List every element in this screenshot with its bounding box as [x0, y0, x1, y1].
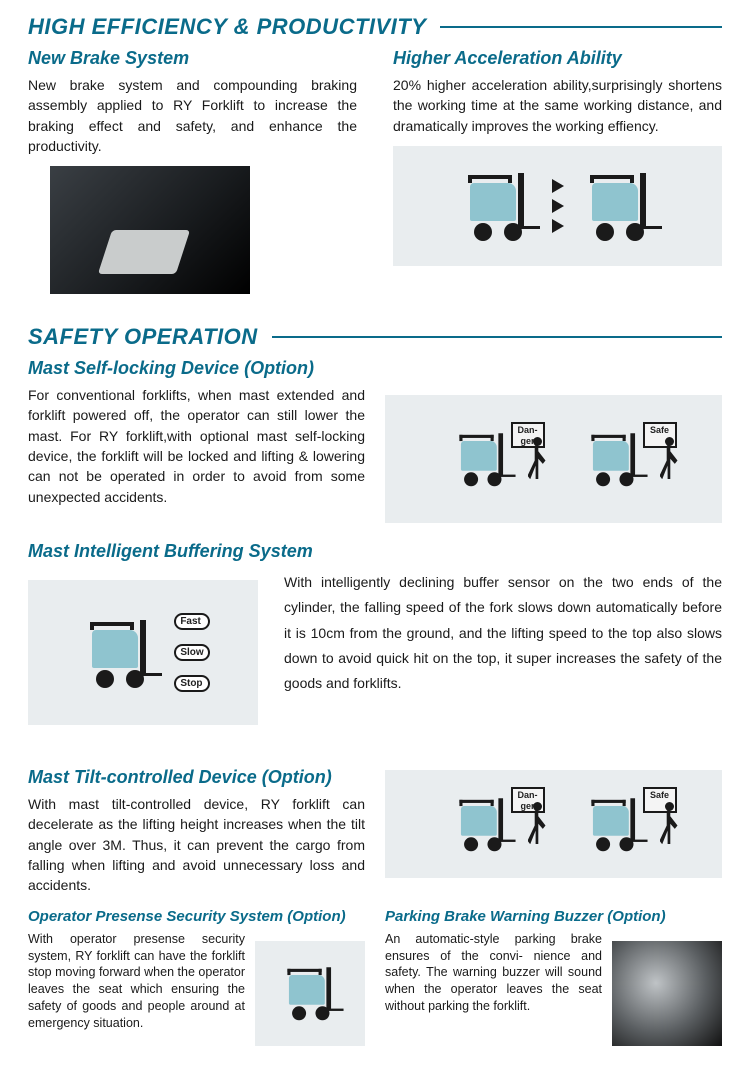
stop-tag: Stop: [174, 675, 209, 692]
presence-illustration: [255, 941, 365, 1046]
brake-photo: [50, 166, 250, 294]
fast-tag: Fast: [174, 613, 209, 630]
section-header-safety: SAFETY OPERATION: [28, 324, 722, 350]
subheading-buffer: Mast Intelligent Buffering System: [28, 541, 722, 562]
block-presence: Operator Presense Security System (Optio…: [28, 908, 365, 1046]
body-mast-lock: For conventional forklifts, when mast ex…: [28, 385, 365, 523]
subheading-accel: Higher Acceleration Ability: [393, 48, 722, 69]
buzzer-photo: [612, 941, 722, 1046]
section-title: HIGH EFFICIENCY & PRODUCTIVITY: [28, 14, 426, 40]
subheading-presence: Operator Presense Security System (Optio…: [28, 908, 365, 925]
subheading-mast-lock: Mast Self-locking Device (Option): [28, 358, 722, 379]
body-tilt: With mast tilt-controlled device, RY for…: [28, 794, 365, 895]
body-buzzer: An automatic-style parking brake ensures…: [385, 931, 602, 1015]
block-tilt: Mast Tilt-controlled Device (Option) Wit…: [28, 767, 722, 895]
tilt-illustration: Dan- ger Safe: [385, 770, 722, 878]
buffer-illustration: Fast Slow Stop: [28, 580, 258, 725]
body-brake: New brake system and compounding braking…: [28, 75, 357, 156]
section-header-efficiency: HIGH EFFICIENCY & PRODUCTIVITY: [28, 14, 722, 40]
forklift-icon: [454, 171, 540, 241]
body-buffer: With intelligently declining buffer sens…: [284, 570, 722, 725]
slow-tag: Slow: [174, 644, 209, 661]
forklift-icon: [448, 432, 515, 487]
forklift-icon: [276, 966, 343, 1021]
body-presence: With operator presense security system, …: [28, 931, 245, 1032]
subheading-buzzer: Parking Brake Warning Buzzer (Option): [385, 908, 722, 925]
divider: [440, 26, 722, 28]
block-mast-lock: Mast Self-locking Device (Option) For co…: [28, 358, 722, 523]
block-brake: New Brake System New brake system and co…: [28, 48, 357, 294]
arrows-icon: [552, 179, 564, 233]
block-accel: Higher Acceleration Ability 20% higher a…: [393, 48, 722, 294]
body-accel: 20% higher acceleration ability,surprisi…: [393, 75, 722, 136]
forklift-icon: [76, 618, 162, 688]
block-buzzer: Parking Brake Warning Buzzer (Option) An…: [385, 908, 722, 1046]
section-title: SAFETY OPERATION: [28, 324, 258, 350]
accel-illustration: [393, 146, 722, 266]
divider: [272, 336, 722, 338]
forklift-icon: [576, 171, 662, 241]
forklift-icon: [580, 432, 647, 487]
mast-lock-illustration: Dan- ger Safe: [385, 395, 722, 523]
block-buffer: Mast Intelligent Buffering System Fast S…: [28, 541, 722, 725]
forklift-icon: [580, 797, 647, 852]
forklift-icon: [448, 797, 515, 852]
subheading-brake: New Brake System: [28, 48, 357, 69]
